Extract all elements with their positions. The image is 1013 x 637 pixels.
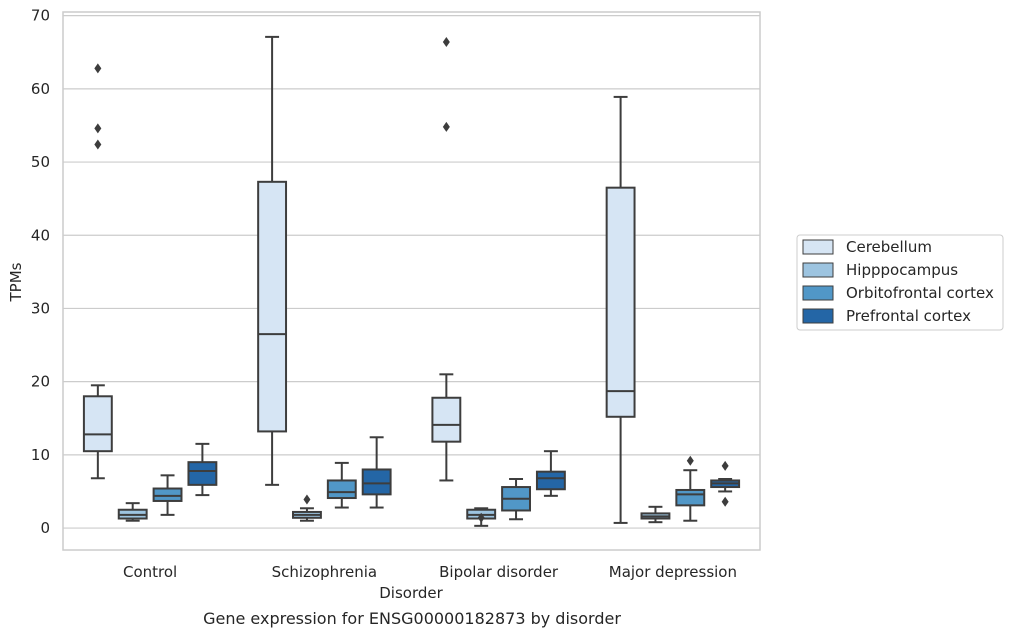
outlier-marker [94,63,102,74]
box-hipppocampus [117,502,148,522]
box-orbitofrontal-cortex [326,461,357,509]
legend-frame [796,234,1004,331]
outlier-marker [686,455,694,466]
legend-swatch [802,285,834,301]
box [257,180,288,433]
y-tick-label: 40 [31,226,50,244]
box [605,186,636,418]
plot-area [62,11,761,551]
box-hipppocampus [640,505,671,524]
box-hipppocampus [466,507,497,527]
legend: Cerebellum Hipppocampus Orbitofrontal cort… [796,234,1004,331]
y-tick-label: 20 [31,373,50,391]
box [361,468,392,496]
box-cerebellum [431,37,462,482]
legend-swatch [802,239,834,255]
box-hipppocampus [292,494,322,522]
y-tick-label: 0 [40,519,50,537]
outlier-marker [721,496,729,507]
gridlines [63,15,760,529]
x-tick-label: Major depression [609,563,737,581]
box-orbitofrontal-cortex [152,474,183,516]
y-tick-label: 10 [31,446,50,464]
box-series [82,35,741,527]
box-prefrontal-cortex [361,436,392,509]
x-axis-ticks: Control Schizophrenia Bipolar disorder Majo… [123,563,737,581]
box-orbitofrontal-cortex [501,477,531,521]
outlier-marker [303,494,311,505]
box-prefrontal-cortex [710,460,741,507]
legend-swatch [802,262,834,278]
y-tick-label: 30 [31,299,50,317]
legend-label: Cerebellum [846,238,932,256]
x-tick-label: Schizophrenia [272,563,377,581]
chart-caption: Gene expression for ENSG00000182873 by d… [203,609,621,628]
box [82,395,113,453]
y-tick-label: 50 [31,153,50,171]
box [535,470,566,491]
y-axis-label: TPMs [7,262,25,302]
x-tick-label: Bipolar disorder [439,563,559,581]
box [431,396,462,443]
box-cerebellum [257,35,288,486]
outlier-marker [442,121,450,132]
box [675,488,706,507]
legend-label: Orbitofrontal cortex [846,284,994,302]
outlier-marker [721,460,729,471]
legend-label: Prefrontal cortex [846,307,971,325]
box [326,479,357,500]
legend-swatch [802,308,834,324]
box [152,487,183,502]
box-prefrontal-cortex [187,442,218,497]
box-cerebellum [82,63,113,480]
outlier-marker [94,139,102,150]
x-tick-label: Control [123,563,177,581]
outlier-marker [94,123,102,134]
y-tick-label: 70 [31,7,50,25]
box [187,461,218,486]
x-axis-label: Disorder [379,584,443,602]
box-prefrontal-cortex [535,450,566,497]
outlier-marker [442,37,450,48]
y-tick-label: 60 [31,80,50,98]
y-axis-ticks: 0 10 20 30 40 50 60 70 [31,7,50,537]
box-orbitofrontal-cortex [675,455,706,522]
outlier-marker [477,512,485,523]
box-cerebellum [605,95,636,524]
legend-label: Hipppocampus [846,261,958,279]
